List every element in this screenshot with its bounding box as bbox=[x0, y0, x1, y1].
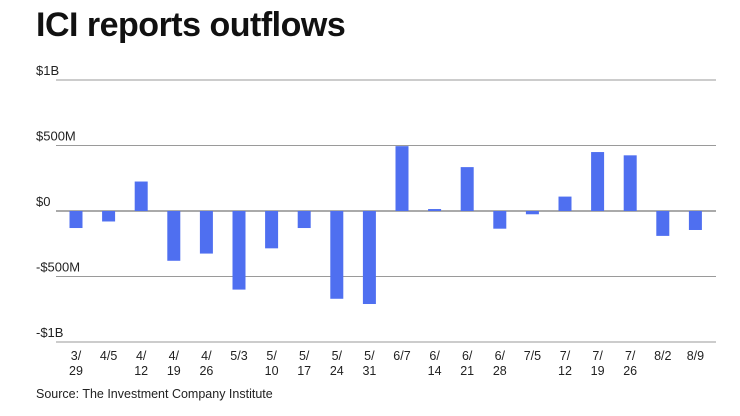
x-tick-label: 12 bbox=[134, 364, 148, 378]
bar bbox=[460, 167, 474, 211]
bar bbox=[102, 211, 116, 222]
x-tick-label: 4/ bbox=[201, 349, 212, 363]
bar bbox=[362, 211, 376, 305]
x-tick-label: 6/ bbox=[495, 349, 506, 363]
bar bbox=[69, 211, 83, 229]
x-tick-label: 5/ bbox=[299, 349, 310, 363]
x-tick-label: 7/ bbox=[625, 349, 636, 363]
x-tick-label: 19 bbox=[167, 364, 181, 378]
x-tick-label: 6/ bbox=[429, 349, 440, 363]
x-tick-label: 26 bbox=[199, 364, 213, 378]
x-tick-label: 21 bbox=[460, 364, 474, 378]
bar bbox=[199, 211, 213, 254]
x-tick-label: 26 bbox=[623, 364, 637, 378]
source-note: Source: The Investment Company Institute bbox=[36, 387, 273, 401]
y-tick-label: $1B bbox=[36, 63, 59, 78]
x-tick-label: 6/7 bbox=[393, 349, 410, 363]
x-tick-label: 4/5 bbox=[100, 349, 117, 363]
chart-title: ICI reports outflows bbox=[36, 6, 346, 44]
x-tick-label: 10 bbox=[265, 364, 279, 378]
bar bbox=[167, 211, 181, 261]
bar bbox=[493, 211, 507, 229]
x-tick-label: 24 bbox=[330, 364, 344, 378]
x-tick-label: 7/ bbox=[592, 349, 603, 363]
x-tick-label: 6/ bbox=[462, 349, 473, 363]
x-tick-label: 31 bbox=[362, 364, 376, 378]
x-tick-label: 8/9 bbox=[687, 349, 704, 363]
x-tick-label: 7/ bbox=[560, 349, 571, 363]
x-tick-label: 29 bbox=[69, 364, 83, 378]
x-tick-label: 4/ bbox=[136, 349, 147, 363]
y-tick-label: -$1B bbox=[36, 325, 63, 340]
y-tick-label: $500M bbox=[36, 129, 76, 144]
bar bbox=[395, 146, 409, 211]
bar bbox=[656, 211, 670, 236]
x-tick-label: 17 bbox=[297, 364, 311, 378]
x-tick-label: 28 bbox=[493, 364, 507, 378]
bar bbox=[591, 152, 605, 211]
bar bbox=[525, 211, 539, 215]
x-tick-label: 3/ bbox=[71, 349, 82, 363]
x-tick-label: 12 bbox=[558, 364, 572, 378]
x-tick-label: 5/ bbox=[332, 349, 343, 363]
x-tick-label: 5/ bbox=[364, 349, 375, 363]
x-tick-label: 8/2 bbox=[654, 349, 671, 363]
bar bbox=[428, 209, 442, 211]
bar bbox=[134, 181, 148, 211]
bar bbox=[330, 211, 344, 299]
x-tick-label: 14 bbox=[428, 364, 442, 378]
bar bbox=[623, 155, 637, 211]
x-tick-label: 5/3 bbox=[230, 349, 247, 363]
x-tick-label: 4/ bbox=[169, 349, 180, 363]
x-tick-label: 5/ bbox=[266, 349, 277, 363]
y-tick-label: -$500M bbox=[36, 260, 80, 275]
bar bbox=[232, 211, 246, 290]
y-tick-label: $0 bbox=[36, 194, 50, 209]
bar bbox=[688, 211, 702, 230]
x-tick-label: 7/5 bbox=[524, 349, 541, 363]
x-tick-label: 19 bbox=[591, 364, 605, 378]
bar bbox=[297, 211, 311, 229]
bar bbox=[558, 196, 572, 211]
bar bbox=[265, 211, 279, 249]
